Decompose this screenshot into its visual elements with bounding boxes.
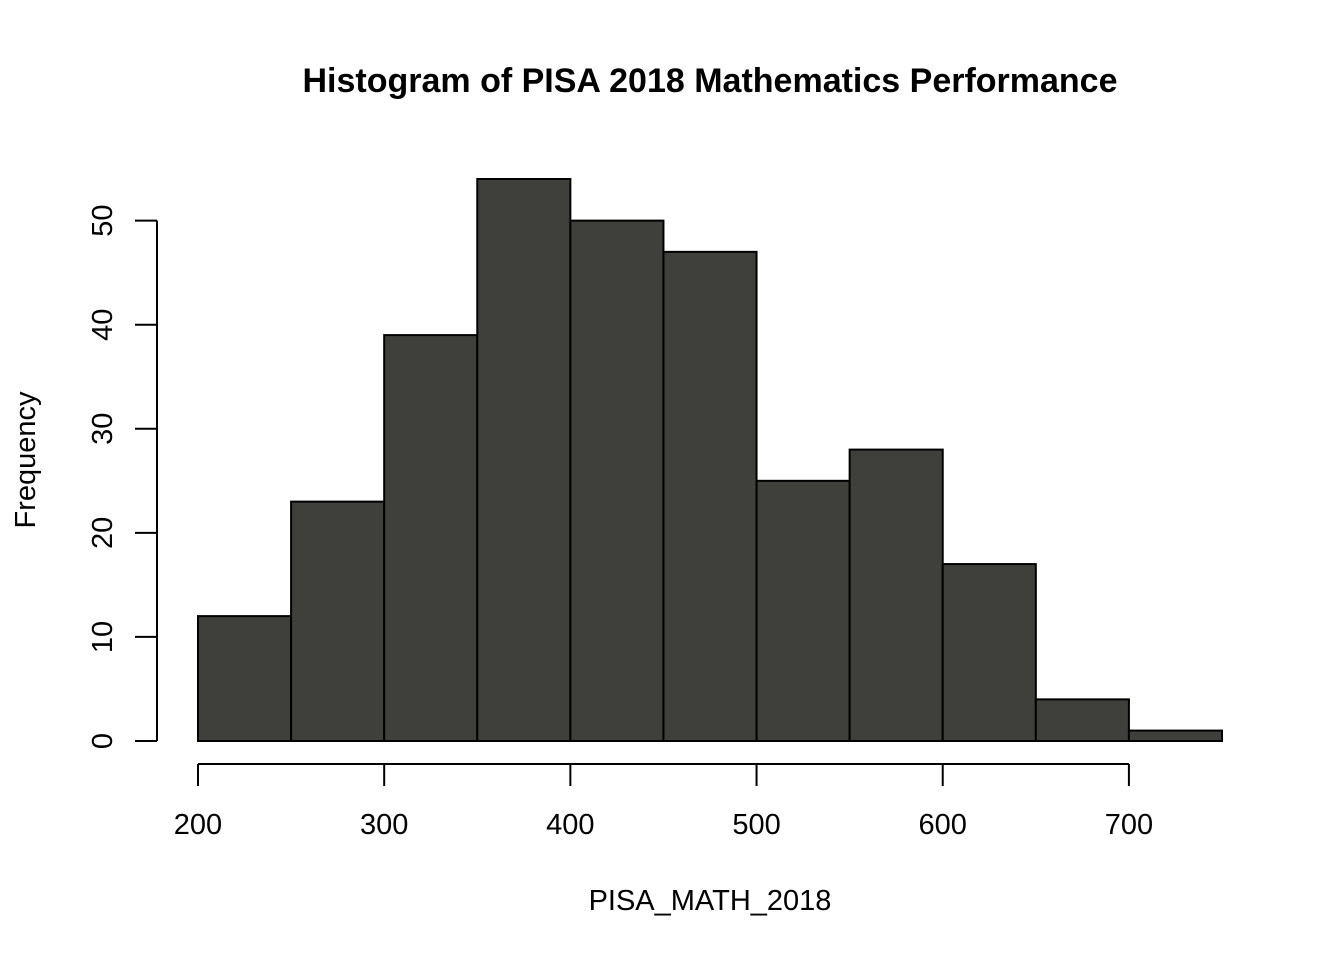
histogram-bar [848,448,944,742]
histogram-bar [755,479,851,742]
histogram-bar [569,219,665,742]
bars-group [197,178,1223,743]
x-axis: 200 300 400 500 600 700 [174,763,1153,841]
y-tick-label: 10 [87,621,119,653]
chart-title: Histogram of PISA 2018 Mathematics Perfo… [302,62,1117,100]
x-tick-label: 600 [919,809,967,841]
y-tick-label: 50 [87,204,119,236]
histogram-bar [941,563,1037,743]
histogram-bar [476,178,572,742]
y-axis: 0 10 20 30 40 50 [87,204,158,749]
histogram-bar [662,250,758,743]
y-tick-label: 20 [87,517,119,549]
x-tick-label: 700 [1105,809,1153,841]
y-tick-label: 0 [87,733,119,749]
x-tick-label: 200 [174,809,222,841]
histogram-bar [290,500,386,743]
x-tick-label: 300 [360,809,408,841]
x-axis-label: PISA_MATH_2018 [589,885,832,917]
histogram-bar [1034,698,1130,742]
y-tick-label: 40 [87,309,119,341]
histogram-bar [1127,729,1223,742]
x-tick-label: 500 [732,809,780,841]
y-tick-label: 30 [87,413,119,445]
histogram-bar [197,615,293,742]
histogram-bar [383,334,479,742]
y-axis-label: Frequency [10,391,42,529]
x-tick-label: 400 [546,809,594,841]
